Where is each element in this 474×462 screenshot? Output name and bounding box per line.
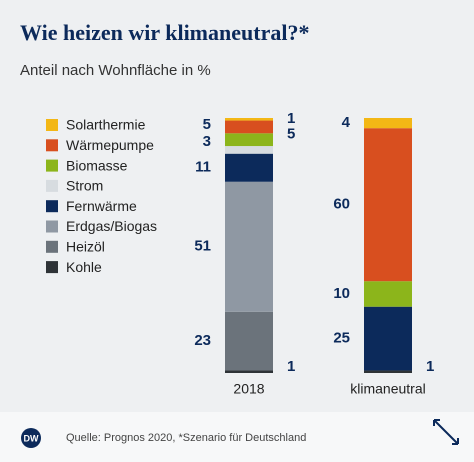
source: Quelle: Prognos 2020, *Szenario für Deut… xyxy=(66,432,306,444)
legend-label: Solarthermie xyxy=(66,117,146,133)
value-label: 3 xyxy=(203,133,211,150)
value-label: 11 xyxy=(195,159,211,176)
bar-segment xyxy=(364,118,412,129)
chart-subtitle: Anteil nach Wohnfläche in % xyxy=(20,62,211,79)
bar-segment xyxy=(364,306,412,371)
legend-swatch xyxy=(46,119,58,131)
bar-segment xyxy=(225,311,273,371)
legend-swatch xyxy=(46,179,58,192)
value-label: 10 xyxy=(333,285,350,302)
bar-segment xyxy=(364,281,412,307)
legend-swatch xyxy=(46,220,58,233)
legend-label: Erdgas/Biogas xyxy=(66,218,157,234)
value-label: 51 xyxy=(194,238,211,255)
legend-label: Heizöl xyxy=(66,239,105,255)
footer xyxy=(0,412,474,462)
bar-segment xyxy=(225,133,273,147)
legend-swatch xyxy=(46,139,58,152)
value-label: 25 xyxy=(333,330,350,347)
expand-icon[interactable] xyxy=(433,419,459,445)
bar-segment xyxy=(364,128,412,282)
legend-swatch xyxy=(46,240,58,253)
value-label: 1 xyxy=(287,110,295,127)
bar-segment xyxy=(225,181,273,312)
legend-label: Kohle xyxy=(66,259,102,275)
bar-segment xyxy=(364,370,412,373)
value-label: 4 xyxy=(342,114,351,131)
bar-segment xyxy=(225,120,273,134)
value-label: 1 xyxy=(287,358,295,375)
bar-segment xyxy=(225,118,273,121)
value-label: 5 xyxy=(287,126,295,143)
x-tick-label: klimaneutral xyxy=(350,381,425,397)
legend-swatch xyxy=(46,200,58,213)
legend-label: Biomasse xyxy=(66,157,128,173)
x-tick-label: 2018 xyxy=(233,381,264,397)
legend-label: Strom xyxy=(66,178,103,194)
legend-label: Fernwärme xyxy=(66,198,137,214)
value-label: 23 xyxy=(194,332,211,349)
legend-swatch xyxy=(46,159,58,172)
bar-segment xyxy=(225,153,273,182)
value-label: 1 xyxy=(426,358,434,375)
value-label: 60 xyxy=(333,196,350,213)
logo-circle xyxy=(21,428,41,448)
logo: DW xyxy=(24,433,39,443)
bar-segment xyxy=(225,370,273,373)
value-label: 5 xyxy=(203,116,211,133)
bar-segment xyxy=(225,146,273,154)
legend-label: Wärmepumpe xyxy=(66,137,154,153)
chart-title: Wie heizen wir klimaneutral?* xyxy=(20,20,309,45)
legend-swatch xyxy=(46,261,58,274)
